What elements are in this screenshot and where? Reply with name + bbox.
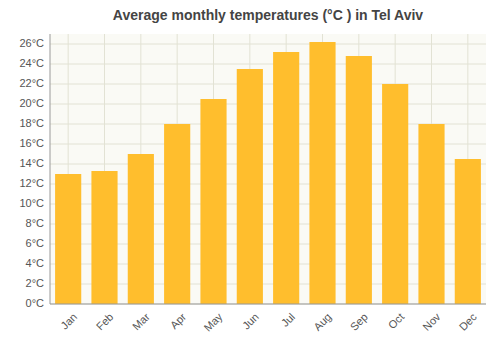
y-tick-label: 0°C — [26, 297, 45, 309]
bar — [382, 84, 408, 304]
plot-background — [50, 34, 486, 304]
y-tick-label: 4°C — [26, 257, 45, 269]
x-tick-label: Jun — [240, 311, 261, 332]
y-tick-label: 22°C — [19, 77, 44, 89]
y-grid-line — [50, 44, 486, 45]
y-tick-label: 26°C — [19, 37, 44, 49]
bar — [200, 99, 226, 304]
y-tick-label: 6°C — [26, 237, 45, 249]
x-tick-label: Oct — [386, 311, 407, 332]
x-tick-label: Jan — [58, 311, 79, 332]
bar — [237, 69, 263, 304]
y-tick-label: 14°C — [19, 157, 44, 169]
y-tick-label: 2°C — [26, 277, 45, 289]
x-tick-label: Apr — [168, 310, 189, 331]
bars — [55, 42, 481, 304]
chart-container: 0°C 2°C 4°C 6°C 8°C 10°C 12°C 14°C 16°C 18°C 20°C 2… — [0, 0, 500, 350]
x-axis-line — [50, 304, 486, 305]
chart-title: Average monthly temperatures (°C ) in Te… — [113, 7, 424, 23]
bar — [91, 171, 117, 304]
y-tick-label: 12°C — [19, 177, 44, 189]
y-axis-line — [50, 34, 51, 304]
y-grid-line — [50, 304, 486, 305]
x-tick-label: Dec — [457, 310, 480, 333]
y-tick-labels: 0°C 2°C 4°C 6°C 8°C 10°C 12°C 14°C 16°C 18°C 20°C 2… — [19, 37, 44, 309]
bar — [346, 56, 372, 304]
x-tick-label: Nov — [420, 310, 443, 333]
bar — [309, 42, 335, 304]
x-tick-label: Jul — [279, 311, 297, 329]
bar — [128, 154, 154, 304]
x-tick-label: May — [201, 310, 225, 334]
y-grid-line — [50, 64, 486, 65]
x-tick-label: Sep — [348, 311, 370, 333]
x-tick-label: Aug — [311, 311, 333, 333]
y-tick-label: 18°C — [19, 117, 44, 129]
x-tick-label: Mar — [130, 310, 152, 332]
y-tick-label: 20°C — [19, 97, 44, 109]
y-tick-label: 16°C — [19, 137, 44, 149]
y-grid-line — [50, 104, 486, 105]
chart-svg: 0°C 2°C 4°C 6°C 8°C 10°C 12°C 14°C 16°C 18°C 20°C 2… — [0, 0, 500, 350]
y-grid-line — [50, 84, 486, 85]
x-tick-label: Feb — [94, 311, 116, 333]
page: {"chart_data": {"type": "bar", "title": … — [0, 0, 500, 350]
y-tick-label: 8°C — [26, 217, 45, 229]
x-tick-labels: Jan Feb Mar Apr May Jun Jul Aug Sep Oct Nov Dec — [58, 310, 479, 334]
bar — [418, 124, 444, 304]
y-tick-label: 24°C — [19, 57, 44, 69]
bar — [455, 159, 481, 304]
y-tick-label: 10°C — [19, 197, 44, 209]
bar — [55, 174, 81, 304]
grid — [50, 34, 486, 304]
bar — [164, 124, 190, 304]
bar — [273, 52, 299, 304]
